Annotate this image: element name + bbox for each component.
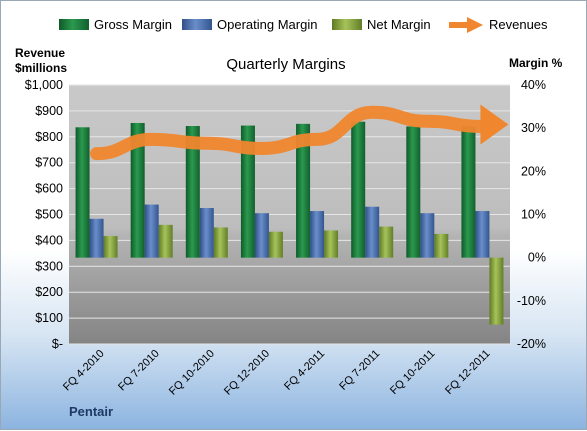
source-label: Pentair [69, 404, 113, 419]
y-right-tick-label: 20% [521, 164, 546, 178]
y-left-tick-label: $500 [35, 208, 63, 222]
legend-label-gross: Gross Margin [94, 17, 172, 32]
net-margin-bar [434, 234, 448, 258]
y-left-tick-label: $300 [35, 259, 63, 273]
gross-margin-bar [461, 126, 475, 257]
net-margin-bar [489, 258, 503, 325]
y-axis-left: $1,000 $900 $800 $700 $600 $500 $400 $300 $200 $1… [25, 78, 63, 351]
x-tick-label: FQ 12-2010 [222, 348, 272, 398]
operating-margin-bar [475, 211, 489, 258]
legend-label-net: Net Margin [367, 17, 431, 32]
legend-label-revenues: Revenues [489, 17, 548, 32]
operating-margin-bar [90, 219, 104, 258]
net-margin-bar [269, 232, 283, 258]
gross-margin-bar [406, 126, 420, 257]
legend-label-operating: Operating Margin [217, 17, 317, 32]
y-right-tick-label: -20% [517, 337, 546, 351]
x-tick-label: FQ 7-2010 [116, 348, 162, 394]
y-axis-right: 40% 30% 20% 10% 0% -10% -20% [517, 78, 546, 351]
gross-margin-bar [76, 127, 90, 257]
operating-margin-bar [145, 205, 159, 258]
legend-swatch-operating [182, 19, 212, 30]
operating-margin-bar [420, 213, 434, 257]
legend-swatch-revenues [449, 17, 483, 33]
x-tick-label: FQ 10-2011 [388, 348, 437, 397]
y-axis-right-title: Margin % [509, 56, 563, 70]
y-left-tick-label: $1,000 [25, 78, 63, 92]
operating-margin-bar [255, 213, 269, 257]
legend-swatch-net [332, 19, 362, 30]
chart-title: Quarterly Margins [226, 56, 345, 73]
net-margin-bar [214, 227, 228, 257]
operating-margin-bar [310, 211, 324, 258]
legend-swatch-gross [59, 19, 89, 30]
y-right-tick-label: 0% [528, 251, 546, 265]
legend: Gross Margin Operating Margin Net Margin… [59, 17, 548, 33]
y-left-tick-label: $- [52, 337, 63, 351]
y-left-tick-label: $200 [35, 285, 63, 299]
y-right-tick-label: 40% [521, 78, 546, 92]
y-right-tick-label: 30% [521, 121, 546, 135]
y-left-tick-label: $900 [35, 104, 63, 118]
y-left-tick-label: $700 [35, 156, 63, 170]
net-margin-bar [104, 236, 118, 258]
x-tick-label: FQ 7-2011 [337, 348, 382, 393]
y-left-tick-label: $100 [35, 311, 63, 325]
y-right-tick-label: -10% [517, 294, 546, 308]
x-tick-label: FQ 4-2010 [61, 348, 107, 394]
net-margin-bar [324, 230, 338, 257]
operating-margin-bar [200, 208, 214, 258]
y-axis-left-title: Revenue $millions [15, 46, 68, 75]
x-tick-label: FQ 4-2011 [282, 348, 327, 393]
y-left-tick-label: $400 [35, 233, 63, 247]
x-tick-label: FQ 10-2010 [167, 348, 217, 398]
net-margin-bar [379, 227, 393, 258]
x-tick-label: FQ 12-2011 [443, 348, 492, 397]
y-right-tick-label: 10% [521, 208, 546, 222]
operating-margin-bar [365, 207, 379, 258]
gross-margin-bar [351, 122, 365, 258]
y-left-tick-label: $600 [35, 182, 63, 196]
y-left-tick-label: $800 [35, 130, 63, 144]
net-margin-bar [159, 225, 173, 258]
